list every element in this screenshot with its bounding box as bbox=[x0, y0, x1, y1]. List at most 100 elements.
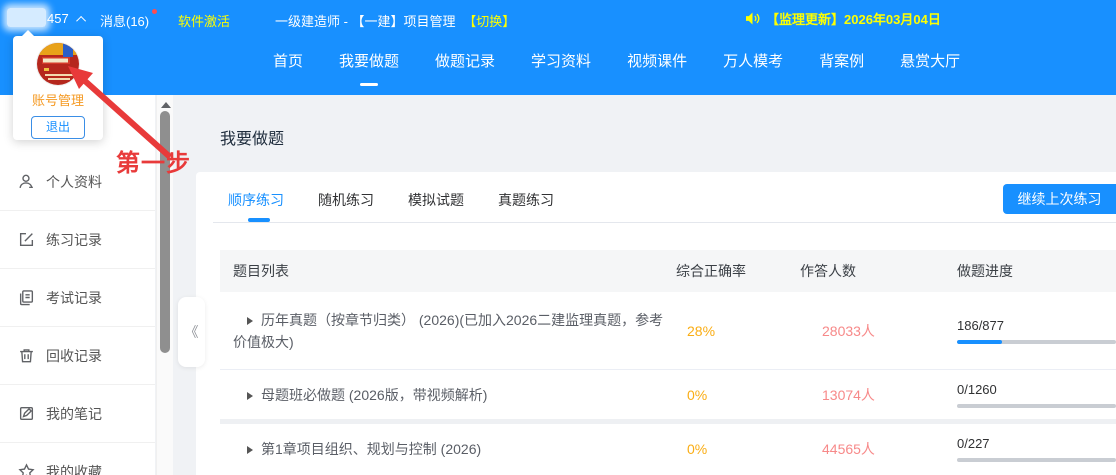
current-course: 一级建造师 - 【一建】项目管理 【切换】 bbox=[275, 11, 515, 30]
main-content: 我要做题 顺序练习 随机练习 模拟试题 真题练习 继续上次练习 题目列表 综合正… bbox=[173, 95, 1116, 475]
caret-right-icon bbox=[247, 316, 253, 325]
avatar-image bbox=[37, 43, 79, 85]
progress-bar bbox=[957, 339, 1116, 344]
star-icon bbox=[18, 463, 35, 475]
page-title: 我要做题 bbox=[220, 131, 285, 148]
row-expand-name[interactable]: 母题班必做题 (2026版，带视频解析) bbox=[220, 384, 676, 406]
course-name: 一级建造师 - 【一建】项目管理 bbox=[275, 14, 456, 29]
row-expand-name[interactable]: 历年真题（按章节归类） (2026)(已加入2026二建监理真题，参考价值极大) bbox=[220, 309, 676, 353]
row-name: 历年真题（按章节归类） (2026)(已加入2026二建监理真题，参考价值极大) bbox=[233, 311, 664, 350]
tab-random-practice[interactable]: 随机练习 bbox=[318, 192, 374, 208]
top-header: 457 消息(16) 软件激活 一级建造师 - 【一建】项目管理 【切换】 【监… bbox=[0, 0, 1116, 95]
progress-fraction: 186/877 bbox=[957, 317, 1004, 333]
row-accuracy: 0% bbox=[687, 441, 708, 457]
sidebar: 个人资料 练习记录 考试记录 回收记录 我的笔记 我的收藏 bbox=[0, 95, 155, 475]
caret-right-icon bbox=[247, 391, 253, 400]
active-tab-underline bbox=[248, 218, 270, 222]
row-progress: 0/227 bbox=[957, 436, 1116, 462]
messages-link[interactable]: 消息(16) bbox=[100, 9, 158, 30]
username-text: 457 bbox=[47, 11, 69, 26]
nav-item-video[interactable]: 视频课件 bbox=[627, 53, 688, 70]
software-activation-link[interactable]: 软件激活 bbox=[178, 14, 231, 29]
sidebar-item-notes[interactable]: 我的笔记 bbox=[0, 385, 155, 443]
continue-last-practice-button[interactable]: 继续上次练习 bbox=[1003, 184, 1116, 214]
sidebar-item-recycle-records[interactable]: 回收记录 bbox=[0, 327, 155, 385]
account-dropdown-panel: 账号管理 退出 bbox=[13, 30, 103, 140]
sidebar-item-label: 我的收藏 bbox=[46, 463, 102, 475]
account-manage-link[interactable]: 账号管理 bbox=[31, 93, 84, 108]
sidebar-item-label: 练习记录 bbox=[46, 231, 102, 248]
row-name: 母题班必做题 (2026版，带视频解析) bbox=[261, 386, 488, 403]
row-group-separator bbox=[220, 419, 1116, 424]
progress-fraction: 0/1260 bbox=[957, 381, 997, 397]
nav-item-cases[interactable]: 背案例 bbox=[819, 53, 865, 70]
announcement-text: 【监理更新】2026年03月04日 bbox=[766, 12, 941, 27]
edit-square-icon bbox=[19, 232, 34, 247]
header-question-list: 题目列表 bbox=[233, 263, 289, 279]
table-row: 母题班必做题 (2026版，带视频解析) 0% 13074人 0/1260 bbox=[220, 370, 1116, 419]
sidebar-item-label: 回收记录 bbox=[46, 347, 102, 364]
caret-up-icon bbox=[75, 15, 86, 26]
nav-item-records[interactable]: 做题记录 bbox=[435, 53, 496, 70]
logout-button[interactable]: 退出 bbox=[31, 116, 85, 139]
progress-bar bbox=[957, 403, 1116, 408]
row-expand-name[interactable]: 第1章项目组织、规划与控制 (2026) bbox=[220, 438, 676, 460]
sidebar-item-label: 我的笔记 bbox=[46, 405, 102, 422]
sidebar-item-exam-records[interactable]: 考试记录 bbox=[0, 269, 155, 327]
trash-icon bbox=[20, 349, 33, 363]
speaker-icon bbox=[746, 12, 760, 25]
announcement: 【监理更新】2026年03月04日 bbox=[745, 9, 941, 28]
nav-item-bounty-hall[interactable]: 悬赏大厅 bbox=[900, 53, 961, 70]
scrollbar-thumb[interactable] bbox=[160, 111, 170, 353]
row-accuracy: 28% bbox=[687, 322, 716, 339]
scrollbar-up-arrow-icon[interactable] bbox=[161, 102, 171, 108]
question-table: 题目列表 综合正确率 作答人数 做题进度 历年真题（按章节归类） (2026)(… bbox=[220, 250, 1116, 475]
row-participants: 44565人 bbox=[822, 441, 875, 457]
username-dropdown[interactable]: 457 bbox=[47, 11, 86, 26]
header-progress: 做题进度 bbox=[957, 263, 1013, 279]
row-name: 第1章项目组织、规划与控制 (2026) bbox=[261, 441, 482, 457]
tab-mock-papers[interactable]: 模拟试题 bbox=[408, 192, 464, 208]
progress-fraction: 0/227 bbox=[957, 436, 990, 451]
row-participants: 13074人 bbox=[822, 386, 875, 403]
row-accuracy: 0% bbox=[687, 386, 708, 403]
row-progress: 0/1260 bbox=[957, 382, 1116, 408]
nav-item-practice[interactable]: 我要做题 bbox=[339, 53, 400, 70]
avatar[interactable] bbox=[36, 42, 80, 86]
practice-card: 顺序练习 随机练习 模拟试题 真题练习 继续上次练习 题目列表 综合正确率 作答… bbox=[196, 172, 1116, 475]
tabs-divider bbox=[213, 222, 1116, 223]
header-accuracy: 综合正确率 bbox=[676, 263, 746, 279]
progress-bar-fill bbox=[957, 339, 1002, 344]
tab-real-exam-practice[interactable]: 真题练习 bbox=[498, 192, 554, 208]
nav-item-mock-exam[interactable]: 万人模考 bbox=[723, 53, 784, 70]
messages-label: 消息(16) bbox=[100, 14, 150, 29]
sidebar-item-label: 考试记录 bbox=[46, 289, 102, 306]
nav-item-materials[interactable]: 学习资料 bbox=[531, 53, 592, 70]
sidebar-scrollbar[interactable] bbox=[156, 95, 173, 475]
user-icon bbox=[19, 174, 33, 189]
unread-badge-dot bbox=[152, 9, 158, 14]
caret-right-icon bbox=[247, 446, 253, 454]
tab-sequential-practice[interactable]: 顺序练习 bbox=[228, 192, 284, 208]
row-progress: 186/877 bbox=[957, 318, 1116, 344]
main-nav: 首页 我要做题 做题记录 学习资料 视频课件 万人模考 背案例 悬赏大厅 bbox=[0, 52, 1116, 72]
sidebar-item-practice-records[interactable]: 练习记录 bbox=[0, 211, 155, 269]
sidebar-item-profile[interactable]: 个人资料 bbox=[0, 153, 155, 211]
table-row: 历年真题（按章节归类） (2026)(已加入2026二建监理真题，参考价值极大)… bbox=[220, 292, 1116, 370]
sidebar-item-favorites[interactable]: 我的收藏 bbox=[0, 443, 155, 475]
utility-bar: 457 消息(16) 软件激活 一级建造师 - 【一建】项目管理 【切换】 【监… bbox=[0, 0, 1116, 38]
nav-item-home[interactable]: 首页 bbox=[273, 53, 304, 70]
practice-tabs: 顺序练习 随机练习 模拟试题 真题练习 bbox=[228, 190, 554, 210]
sidebar-item-label: 个人资料 bbox=[46, 173, 102, 190]
table-row: 第1章项目组织、规划与控制 (2026) 0% 44565人 0/227 bbox=[220, 424, 1116, 474]
documents-icon bbox=[19, 290, 34, 306]
progress-bar bbox=[957, 458, 1116, 462]
row-participants: 28033人 bbox=[822, 322, 875, 339]
sidebar-collapse-button[interactable]: 《 bbox=[178, 297, 205, 367]
note-icon bbox=[19, 406, 34, 421]
collapse-chevrons-icon: 《 bbox=[184, 324, 199, 340]
header-participants: 作答人数 bbox=[800, 263, 856, 279]
switch-course-link[interactable]: 【切换】 bbox=[463, 14, 516, 29]
table-header-row: 题目列表 综合正确率 作答人数 做题进度 bbox=[220, 250, 1116, 292]
redacted-username-blur bbox=[7, 8, 46, 27]
